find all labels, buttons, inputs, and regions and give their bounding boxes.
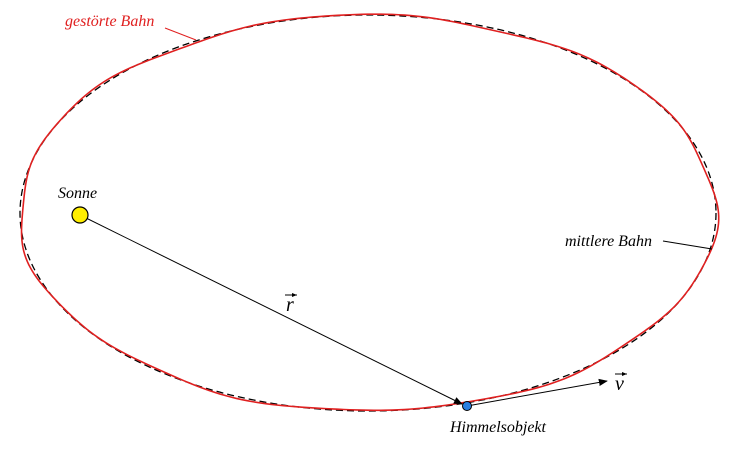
svg-text:r: r [286, 294, 294, 316]
mean-orbit-leader-line [662, 240, 713, 250]
celestial-object-icon [462, 401, 472, 411]
velocity-vector-arrow [466, 378, 608, 407]
velocity-vector-label: v [615, 372, 627, 395]
svg-text:v: v [615, 373, 624, 395]
mean-orbit-label: mittlere Bahn [565, 233, 652, 250]
mean-orbit-ellipse [19, 14, 717, 412]
perturbed-orbit-leader-line [164, 27, 197, 41]
radius-vector-label: r [285, 293, 297, 316]
perturbed-orbit-label: gestörte Bahn [65, 13, 154, 30]
radius-vector-arrow [79, 214, 463, 405]
sun-icon [71, 206, 89, 224]
celestial-object-label: Himmelsobjekt [449, 419, 547, 436]
perturbed-orbit-curve [20, 13, 720, 412]
sun-label: Sonne [58, 185, 97, 202]
